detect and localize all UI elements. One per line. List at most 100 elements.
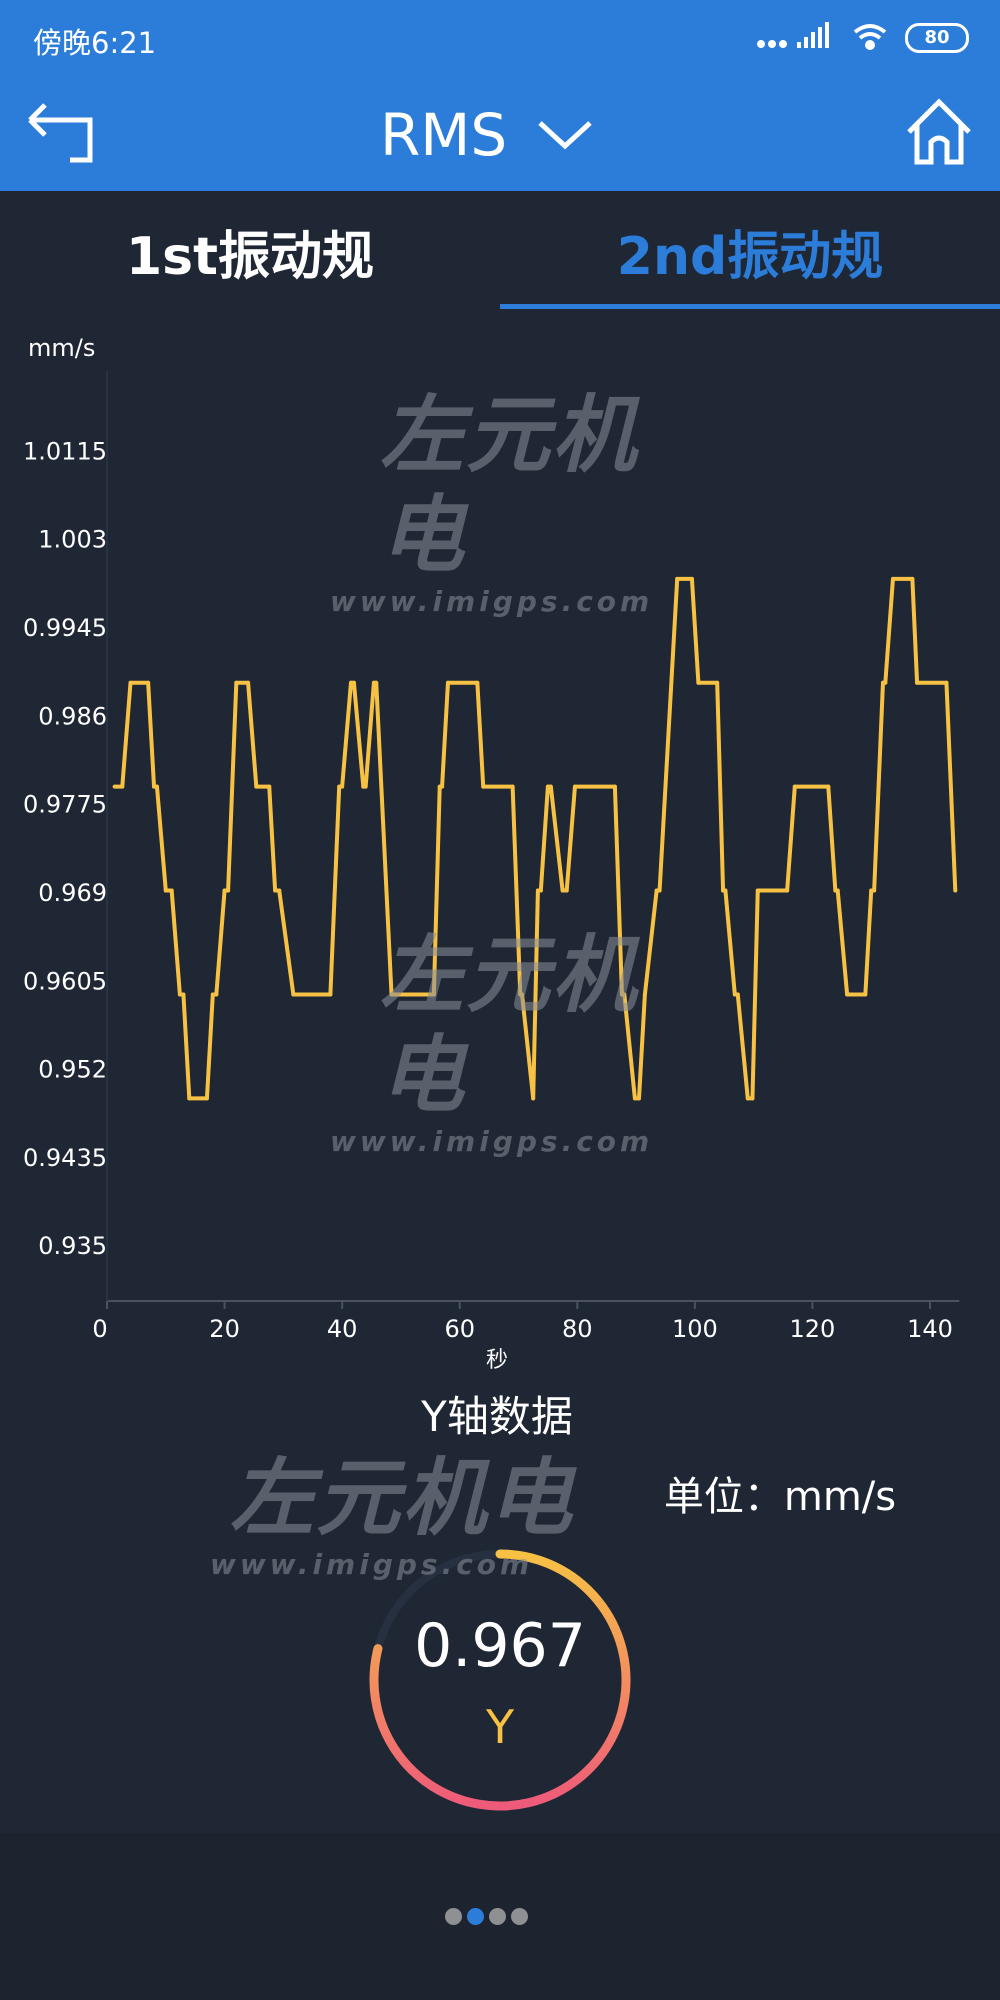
data-point xyxy=(112,784,117,789)
data-point xyxy=(535,888,540,893)
pager-dot[interactable] xyxy=(467,1908,484,1925)
pager-dot[interactable] xyxy=(489,1908,506,1925)
data-point xyxy=(246,680,251,685)
data-point xyxy=(440,784,445,789)
y-tick-label: 0.952 xyxy=(38,1056,107,1084)
data-point xyxy=(337,784,342,789)
series-line xyxy=(114,576,958,1101)
y-tick-label: 0.9435 xyxy=(23,1144,107,1172)
data-point xyxy=(826,784,831,789)
data-point xyxy=(953,888,958,893)
data-point xyxy=(792,784,797,789)
data-point xyxy=(510,784,515,789)
data-point xyxy=(572,784,577,789)
y-tick-label: 0.9945 xyxy=(23,614,107,642)
data-point xyxy=(273,888,278,893)
data-point xyxy=(863,992,868,997)
data-point xyxy=(657,888,662,893)
battery-icon: 80 xyxy=(905,23,969,53)
data-point xyxy=(128,680,133,685)
pager-dot[interactable] xyxy=(445,1908,462,1925)
data-point xyxy=(481,784,486,789)
data-point xyxy=(340,784,345,789)
chevron-down-icon xyxy=(538,121,592,150)
active-tab-indicator xyxy=(500,304,1000,309)
data-point xyxy=(445,680,450,685)
data-point xyxy=(169,888,174,893)
data-point xyxy=(723,888,728,893)
data-point xyxy=(835,888,840,893)
x-tick-label: 0 xyxy=(92,1315,107,1343)
data-point xyxy=(277,888,282,893)
gauge-value: 0.967 xyxy=(414,1611,586,1681)
app-header: RMS xyxy=(0,95,1000,191)
data-point xyxy=(267,784,272,789)
metric-dropdown[interactable]: RMS xyxy=(380,95,593,175)
data-point xyxy=(915,680,920,685)
chart-title: Y轴数据 xyxy=(420,1392,573,1441)
data-point xyxy=(732,992,737,997)
data-point xyxy=(845,992,850,997)
data-point xyxy=(214,992,219,997)
data-point xyxy=(872,888,877,893)
data-point xyxy=(328,992,333,997)
y-tick-label: 0.935 xyxy=(38,1232,107,1260)
tab-2nd-gauge[interactable]: 2nd振动规 xyxy=(616,226,884,287)
y-tick-label: 1.003 xyxy=(38,526,107,554)
data-point xyxy=(750,1096,755,1101)
x-tick-label: 120 xyxy=(790,1315,836,1343)
data-point xyxy=(548,784,553,789)
data-point xyxy=(675,576,680,581)
data-point xyxy=(735,992,740,997)
y-tick-label: 0.9605 xyxy=(23,967,107,995)
data-point xyxy=(755,888,760,893)
data-point xyxy=(291,992,296,997)
home-icon[interactable] xyxy=(905,98,973,166)
data-point xyxy=(531,1096,536,1101)
data-point xyxy=(745,1096,750,1101)
gauge-axis-label: Y xyxy=(485,1700,515,1754)
x-tick-label: 60 xyxy=(444,1315,475,1343)
back-arrow-icon[interactable] xyxy=(25,100,100,170)
data-point xyxy=(654,888,659,893)
data-point xyxy=(152,784,157,789)
data-point xyxy=(632,1096,637,1101)
data-point xyxy=(642,992,647,997)
data-point xyxy=(564,888,569,893)
unit-label: 单位：mm/s xyxy=(664,1474,896,1520)
pager-dot[interactable] xyxy=(511,1908,528,1925)
x-tick-label: 100 xyxy=(672,1315,718,1343)
data-point xyxy=(538,888,543,893)
gauge-arc xyxy=(369,1549,631,1811)
data-point xyxy=(374,680,379,685)
x-tick-label: 140 xyxy=(907,1315,953,1343)
data-point xyxy=(154,784,159,789)
x-tick-label: 80 xyxy=(562,1315,593,1343)
data-point xyxy=(204,1096,209,1101)
data-point xyxy=(177,992,182,997)
data-point xyxy=(622,992,627,997)
data-point xyxy=(348,680,353,685)
rms-line-chart: mm/s 1.0115 1.003 0.9945 0.986 0.9775 0.969 0.… xyxy=(23,334,960,1811)
data-point xyxy=(637,1096,642,1101)
data-point xyxy=(181,992,186,997)
data-point xyxy=(187,1096,192,1101)
data-point xyxy=(431,992,436,997)
x-tick-label: 40 xyxy=(327,1315,358,1343)
tab-1st-gauge[interactable]: 1st振动规 xyxy=(126,226,374,287)
data-point xyxy=(612,784,617,789)
y-tick-label: 1.0115 xyxy=(23,437,107,465)
data-point xyxy=(890,576,895,581)
data-point xyxy=(146,680,151,685)
data-point xyxy=(226,888,231,893)
x-axis-label: 秒 xyxy=(486,1348,508,1373)
y-tick-label: 0.986 xyxy=(38,702,107,730)
data-point xyxy=(883,680,888,685)
header-title: RMS xyxy=(380,101,508,169)
data-point xyxy=(222,888,227,893)
data-point xyxy=(944,680,949,685)
data-point xyxy=(254,784,259,789)
data-point xyxy=(210,992,215,997)
data-point xyxy=(869,888,874,893)
data-point xyxy=(163,888,168,893)
